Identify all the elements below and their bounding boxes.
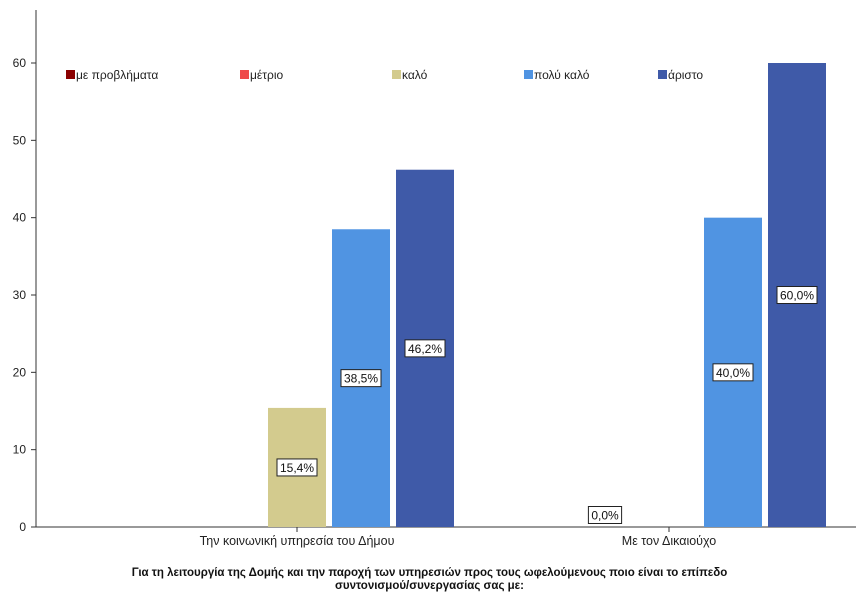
y-tick-label: 50 bbox=[13, 133, 27, 147]
data-labels: 15,4% 38,5% 46,2% 0,0% 40,0% 60,0% bbox=[276, 286, 818, 524]
data-label: 38,5% bbox=[344, 372, 378, 386]
x-axis-title: Για τη λειτουργία της Δομής και την παρο… bbox=[0, 567, 859, 593]
x-category-label: Με τον Δικαιούχο bbox=[622, 534, 716, 548]
y-tick-label: 40 bbox=[13, 211, 27, 225]
legend-swatch bbox=[658, 70, 667, 79]
y-tick-label: 60 bbox=[13, 56, 27, 70]
data-label: 40,0% bbox=[716, 366, 750, 380]
legend-label: μέτριο bbox=[250, 68, 283, 82]
x-axis-title-line-1: Για τη λειτουργία της Δομής και την παρο… bbox=[131, 567, 728, 579]
data-label-box bbox=[340, 369, 382, 388]
y-tick-label: 20 bbox=[13, 365, 27, 379]
legend: με προβλήματα μέτριο καλό πολύ καλό άριστο bbox=[66, 68, 703, 82]
axes: 0 10 20 30 40 50 60 Την κοινωνική υπηρεσία του … bbox=[13, 10, 856, 548]
legend-swatch bbox=[66, 70, 75, 79]
legend-label: καλό bbox=[402, 68, 428, 82]
data-label-box bbox=[404, 339, 446, 358]
data-label: 0,0% bbox=[591, 509, 619, 523]
legend-label: άριστο bbox=[668, 68, 703, 82]
legend-swatch bbox=[240, 70, 249, 79]
data-label: 46,2% bbox=[408, 342, 442, 356]
legend-label: πολύ καλό bbox=[534, 68, 590, 82]
legend-swatch bbox=[392, 70, 401, 79]
y-tick-label: 10 bbox=[13, 443, 27, 457]
data-label-box bbox=[276, 458, 318, 477]
legend-label: με προβλήματα bbox=[76, 68, 158, 82]
x-axis-title-line-2: συντονισμού/συνεργασίας σας με: bbox=[335, 580, 524, 592]
data-label-box bbox=[712, 363, 754, 382]
x-category-label: Την κοινωνική υπηρεσία του Δήμου bbox=[200, 534, 395, 548]
data-label: 60,0% bbox=[780, 289, 814, 303]
data-label: 15,4% bbox=[280, 461, 314, 475]
bars bbox=[268, 63, 826, 527]
y-tick-label: 30 bbox=[13, 288, 27, 302]
y-tick-label: 0 bbox=[19, 520, 26, 534]
data-label-box bbox=[776, 286, 818, 304]
data-label-box bbox=[587, 506, 623, 524]
legend-swatch bbox=[524, 70, 533, 79]
